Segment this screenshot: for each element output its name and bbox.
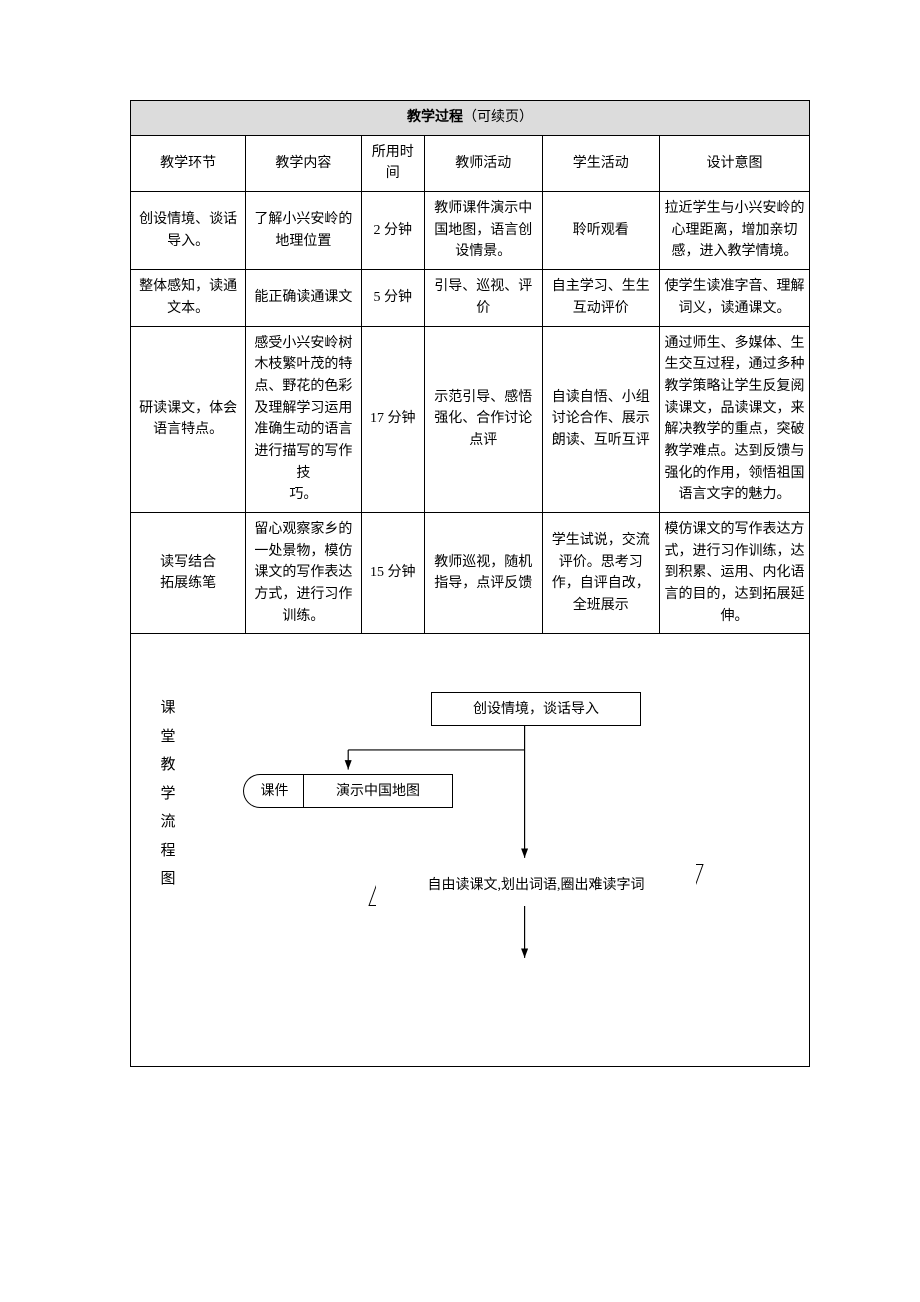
table-row: 研读课文，体会语言特点。 感受小兴安岭树木枝繁叶茂的特点、野花的色彩及理解学习运… bbox=[131, 326, 810, 513]
cell-c3: 5 分钟 bbox=[361, 270, 424, 326]
table-row: 读写结合 拓展练笔 留心观察家乡的一处景物，模仿课文的写作表达方式，进行习作训练… bbox=[131, 513, 810, 634]
header-c4: 教师活动 bbox=[424, 135, 542, 191]
cell-c6: 模仿课文的写作表达方式，进行习作训练，达到积累、运用、内化语言的目的，达到拓展延… bbox=[660, 513, 810, 634]
cell-c1: 创设情境、谈话导入。 bbox=[131, 192, 246, 270]
cell-c3: 15 分钟 bbox=[361, 513, 424, 634]
header-c3: 所用时间 bbox=[361, 135, 424, 191]
header-c1: 教学环节 bbox=[131, 135, 246, 191]
cell-c1: 读写结合 拓展练笔 bbox=[131, 513, 246, 634]
cell-c2: 了解小兴安岭的地理位置 bbox=[246, 192, 361, 270]
cell-c5: 自读自悟、小组讨论合作、展示朗读、互听互评 bbox=[542, 326, 660, 513]
page: 教学过程（可续页） 教学环节 教学内容 所用时间 教师活动 学生活动 设计意图 … bbox=[0, 0, 920, 1302]
header-c5: 学生活动 bbox=[542, 135, 660, 191]
flow-node-demo-map: 演示中国地图 bbox=[303, 774, 453, 808]
cell-c6: 拉近学生与小兴安岭的心理距离，增加亲切感，进入教学情境。 bbox=[660, 192, 810, 270]
cell-c4: 引导、巡视、评价 bbox=[424, 270, 542, 326]
table-title: 教学过程（可续页） bbox=[131, 101, 810, 136]
table-row: 整体感知，读通文本。 能正确读通课文 5 分钟 引导、巡视、评价 自主学习、生生… bbox=[131, 270, 810, 326]
title-suffix: （可续页） bbox=[463, 110, 533, 125]
cell-c2: 留心观察家乡的一处景物，模仿课文的写作表达方式，进行习作训练。 bbox=[246, 513, 361, 634]
cell-c3: 2 分钟 bbox=[361, 192, 424, 270]
flowchart-cell: 课堂教学流程图 bbox=[131, 634, 810, 1067]
title-bold: 教学过程 bbox=[407, 110, 463, 125]
cell-c5: 学生试说，交流评价。思考习作，自评自改，全班展示 bbox=[542, 513, 660, 634]
flowchart-area: 创设情境，谈话导入 课件 演示中国地图 自由读课文,划出词语,圈出难读字词 bbox=[211, 644, 799, 1056]
teaching-process-table: 教学过程（可续页） 教学环节 教学内容 所用时间 教师活动 学生活动 设计意图 … bbox=[130, 100, 810, 1067]
flow-node-start: 创设情境，谈话导入 bbox=[431, 692, 641, 726]
cell-c3: 17 分钟 bbox=[361, 326, 424, 513]
flow-node-courseware: 课件 bbox=[243, 774, 305, 808]
header-c2: 教学内容 bbox=[246, 135, 361, 191]
cell-c6: 使学生读准字音、理解词义，读通课文。 bbox=[660, 270, 810, 326]
table-row: 创设情境、谈话导入。 了解小兴安岭的地理位置 2 分钟 教师课件演示中国地图，语… bbox=[131, 192, 810, 270]
cell-c1: 研读课文，体会语言特点。 bbox=[131, 326, 246, 513]
cell-c5: 自主学习、生生互动评价 bbox=[542, 270, 660, 326]
flow-node-free-reading: 自由读课文,划出词语,圈出难读字词 bbox=[376, 864, 696, 906]
cell-c4: 教师巡视，随机指导，点评反馈 bbox=[424, 513, 542, 634]
flowchart-row: 课堂教学流程图 bbox=[131, 634, 810, 1067]
cell-c2: 感受小兴安岭树木枝繁叶茂的特点、野花的色彩及理解学习运用准确生动的语言进行描写的… bbox=[246, 326, 361, 513]
cell-c5: 聆听观看 bbox=[542, 192, 660, 270]
cell-c6: 通过师生、多媒体、生生交互过程，通过多种教学策略让学生反复阅读课文，品读课文，来… bbox=[660, 326, 810, 513]
cell-c1: 整体感知，读通文本。 bbox=[131, 270, 246, 326]
cell-c4: 示范引导、感悟强化、合作讨论 点评 bbox=[424, 326, 542, 513]
flowchart-side-label: 课堂教学流程图 bbox=[159, 694, 177, 894]
cell-c2: 能正确读通课文 bbox=[246, 270, 361, 326]
header-row: 教学环节 教学内容 所用时间 教师活动 学生活动 设计意图 bbox=[131, 135, 810, 191]
cell-c4: 教师课件演示中国地图，语言创设情景。 bbox=[424, 192, 542, 270]
title-row: 教学过程（可续页） bbox=[131, 101, 810, 136]
header-c6: 设计意图 bbox=[660, 135, 810, 191]
